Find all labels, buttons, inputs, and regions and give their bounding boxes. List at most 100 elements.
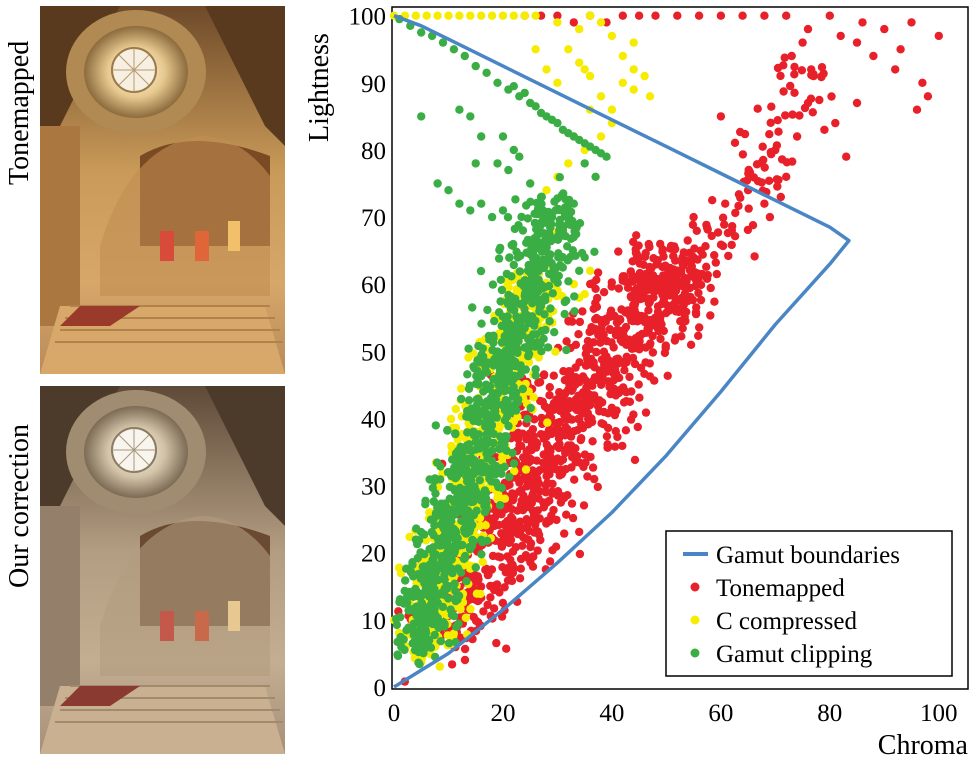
point-tonemapped (615, 315, 625, 324)
point-gamut-clipping (505, 472, 514, 482)
point-tonemapped (597, 419, 606, 428)
point-tonemapped (545, 383, 554, 392)
point-gamut-clipping (502, 385, 511, 395)
point-tonemapped (773, 116, 782, 125)
point-tonemapped (752, 160, 762, 169)
point-gamut-clipping (534, 260, 543, 269)
legend-label-gamut-clipping: Gamut clipping (716, 641, 873, 668)
point-tonemapped (560, 529, 569, 538)
point-tonemapped (782, 11, 791, 20)
point-tonemapped (891, 65, 900, 74)
point-gamut-clipping (463, 441, 472, 450)
point-gamut-clipping (512, 344, 522, 354)
point-tonemapped (559, 426, 568, 435)
point-tonemapped (656, 334, 665, 344)
point-tonemapped (592, 348, 601, 357)
point-gamut-clipping (460, 465, 469, 475)
point-tonemapped (585, 327, 594, 337)
point-tonemapped (519, 491, 528, 500)
point-tonemapped (730, 138, 740, 147)
point-gamut-clipping (449, 45, 459, 54)
point-tonemapped (575, 317, 585, 327)
point-tonemapped (611, 427, 620, 436)
y-tick-label: 10 (361, 608, 386, 635)
point-tonemapped (753, 104, 762, 113)
point-gamut-clipping (507, 335, 516, 344)
point-c-compressed (466, 604, 475, 614)
point-tonemapped (630, 343, 639, 353)
point-gamut-clipping (509, 145, 518, 155)
point-gamut-clipping (447, 610, 457, 619)
point-tonemapped (589, 304, 598, 313)
point-tonemapped (465, 593, 474, 602)
point-tonemapped (694, 11, 704, 20)
point-c-compressed (607, 105, 617, 114)
point-c-compressed (457, 384, 466, 393)
point-gamut-clipping (558, 252, 567, 262)
point-gamut-clipping (509, 260, 518, 270)
point-gamut-clipping (482, 381, 491, 390)
point-gamut-clipping (464, 344, 473, 353)
point-gamut-clipping (488, 280, 498, 289)
point-tonemapped (587, 414, 596, 423)
point-gamut-clipping (456, 442, 465, 451)
point-tonemapped (618, 11, 627, 20)
point-tonemapped (776, 71, 785, 81)
point-c-compressed (455, 11, 464, 20)
point-gamut-clipping (537, 199, 546, 209)
point-tonemapped (658, 283, 668, 292)
point-tonemapped (569, 450, 578, 459)
point-c-compressed (411, 11, 420, 20)
point-tonemapped (649, 286, 658, 295)
point-tonemapped (526, 456, 535, 466)
point-gamut-clipping (466, 511, 476, 520)
point-gamut-clipping (533, 231, 542, 240)
point-tonemapped (658, 247, 667, 256)
point-tonemapped (515, 441, 524, 450)
point-tonemapped (710, 297, 719, 306)
point-gamut-clipping (464, 396, 474, 405)
point-tonemapped (665, 306, 674, 315)
point-gamut-clipping (445, 494, 454, 503)
point-gamut-clipping (537, 280, 546, 289)
legend-label-gamut-boundaries: Gamut boundaries (716, 542, 900, 569)
point-gamut-clipping (522, 248, 531, 257)
point-tonemapped (525, 526, 534, 536)
point-gamut-clipping (453, 508, 463, 517)
point-gamut-clipping (481, 402, 490, 411)
point-tonemapped (707, 231, 716, 241)
point-tonemapped (631, 245, 640, 254)
point-gamut-clipping (494, 254, 504, 263)
point-tonemapped (790, 88, 799, 98)
point-tonemapped (606, 378, 615, 387)
point-gamut-clipping (438, 38, 448, 47)
point-tonemapped (673, 296, 682, 306)
point-gamut-clipping (532, 253, 541, 263)
point-tonemapped (534, 479, 544, 488)
point-tonemapped (635, 283, 644, 292)
point-gamut-clipping (509, 82, 518, 91)
point-gamut-clipping (455, 105, 464, 114)
point-gamut-clipping (575, 266, 584, 275)
point-gamut-clipping (430, 630, 439, 640)
point-gamut-clipping (454, 541, 464, 550)
point-gamut-clipping (440, 622, 449, 631)
point-gamut-clipping (511, 195, 520, 204)
point-tonemapped (559, 367, 568, 376)
point-tonemapped (645, 359, 654, 368)
point-tonemapped (648, 331, 657, 341)
point-tonemapped (660, 348, 670, 358)
point-gamut-clipping (447, 564, 456, 573)
point-tonemapped (643, 277, 652, 287)
point-gamut-clipping (502, 412, 512, 421)
point-tonemapped (518, 429, 527, 438)
point-gamut-clipping (444, 186, 453, 195)
point-gamut-clipping (564, 129, 573, 138)
point-tonemapped (524, 535, 533, 544)
point-tonemapped (602, 352, 611, 361)
point-gamut-clipping (532, 242, 541, 251)
point-tonemapped (527, 446, 536, 455)
point-tonemapped (622, 277, 631, 287)
point-gamut-clipping (580, 159, 589, 168)
point-c-compressed (529, 393, 538, 402)
